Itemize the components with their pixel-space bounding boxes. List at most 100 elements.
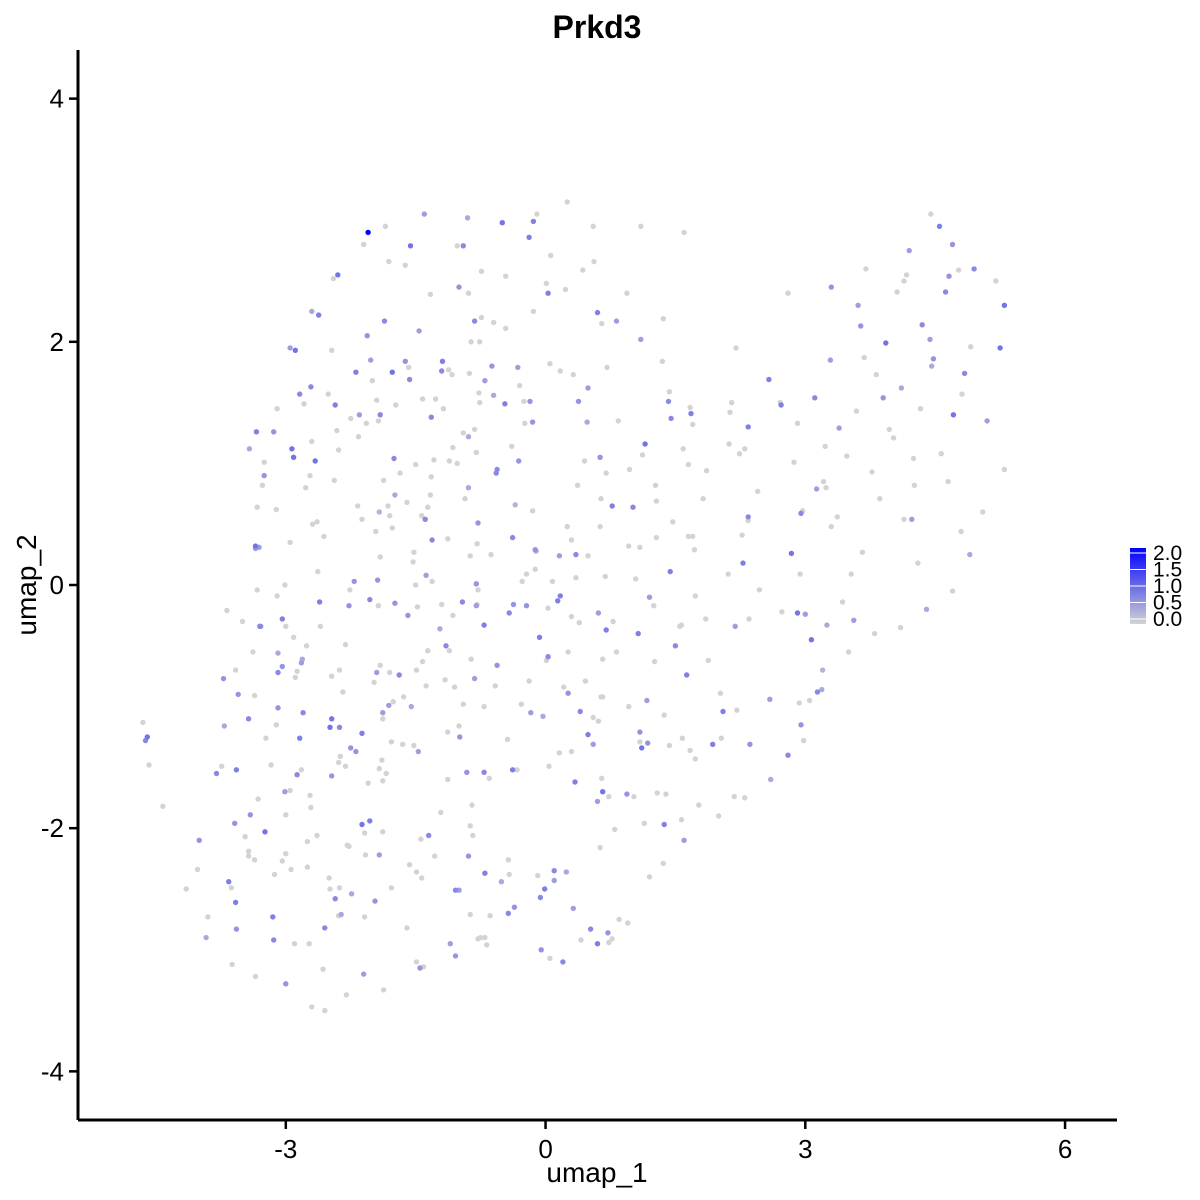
cell-point: [646, 874, 653, 880]
cell-point: [903, 272, 910, 278]
cell-point: [609, 936, 615, 942]
cell-point: [858, 323, 864, 329]
cell-point: [877, 496, 883, 502]
cell-point: [331, 477, 337, 484]
cell-point: [547, 955, 553, 961]
cell-point: [635, 630, 641, 637]
cell-point: [356, 412, 363, 418]
cell-point: [980, 509, 986, 515]
cell-point: [262, 829, 268, 835]
cell-point: [274, 406, 280, 412]
cell-point: [516, 382, 523, 389]
cell-point: [486, 775, 492, 781]
cell-point: [271, 937, 277, 943]
cell-point: [802, 611, 808, 617]
cell-point: [581, 458, 588, 464]
cell-point: [348, 891, 355, 897]
cell-point: [667, 568, 673, 575]
cell-point: [427, 492, 434, 498]
cell-point: [389, 525, 395, 531]
cell-point: [527, 398, 533, 405]
cell-point: [465, 853, 472, 859]
cell-point: [364, 333, 370, 339]
cell-point: [477, 399, 483, 406]
cell-point: [275, 650, 281, 656]
cell-point: [482, 378, 488, 384]
cell-point: [755, 488, 761, 495]
cell-point: [594, 941, 601, 947]
cell-point: [450, 612, 456, 619]
cell-point: [615, 418, 621, 424]
cell-point: [630, 504, 636, 510]
cell-point: [330, 275, 337, 282]
cell-point: [747, 741, 753, 747]
cell-point: [603, 627, 609, 633]
cell-point: [562, 286, 569, 293]
cell-point: [377, 662, 383, 668]
cell-point: [332, 896, 338, 902]
cell-point: [690, 421, 696, 428]
cell-point: [229, 961, 235, 968]
cell-point: [794, 420, 801, 426]
cell-point: [287, 787, 293, 794]
x-axis-label: umap_1: [546, 1157, 647, 1188]
cell-point: [863, 266, 869, 272]
cell-point: [796, 700, 802, 706]
cell-point: [289, 446, 295, 452]
cell-point: [413, 959, 420, 965]
cell-point: [325, 391, 331, 397]
cell-point: [788, 550, 795, 557]
cell-point: [766, 376, 772, 383]
cell-point: [432, 396, 439, 402]
cell-point: [390, 699, 396, 705]
cell-point: [740, 560, 746, 566]
cell-point: [445, 536, 451, 542]
cell-point: [545, 654, 551, 660]
cell-point: [359, 730, 365, 736]
cell-point: [828, 523, 834, 530]
cell-point: [839, 599, 846, 605]
cell-point: [606, 939, 612, 946]
cell-point: [639, 452, 646, 458]
cell-point: [819, 686, 825, 693]
cell-point: [530, 218, 537, 225]
cell-point: [257, 623, 263, 629]
cell-point: [478, 314, 485, 321]
cell-point: [287, 345, 293, 351]
cell-point: [518, 701, 524, 707]
cell-point: [556, 553, 563, 559]
cell-point: [535, 872, 541, 879]
cell-point: [460, 243, 466, 249]
cell-point: [528, 710, 534, 716]
cell-point: [961, 370, 968, 377]
cell-point: [844, 453, 850, 459]
cell-point: [604, 364, 610, 371]
cell-point: [883, 340, 889, 346]
cell-point: [594, 798, 601, 805]
cell-point: [928, 211, 934, 217]
cell-point: [637, 739, 643, 745]
cell-point: [945, 478, 951, 485]
cell-point: [283, 981, 289, 987]
cell-point: [388, 739, 395, 745]
cell-point: [194, 866, 201, 873]
cell-point: [449, 371, 455, 378]
cell-point: [468, 656, 474, 662]
cell-point: [820, 478, 827, 485]
cell-point: [445, 776, 451, 783]
cell-point: [469, 802, 475, 808]
cell-point: [600, 694, 606, 700]
cell-point: [385, 503, 391, 509]
cell-point: [294, 772, 300, 778]
cell-point: [246, 446, 253, 452]
cell-point: [519, 578, 525, 585]
cell-point: [668, 415, 674, 422]
cell-point: [473, 603, 479, 609]
cell-point: [570, 371, 576, 378]
cell-point: [565, 690, 571, 696]
cell-point: [599, 775, 605, 781]
cell-point: [283, 623, 289, 629]
cell-point: [404, 925, 410, 931]
cell-point: [275, 705, 281, 711]
cell-point: [144, 734, 150, 740]
